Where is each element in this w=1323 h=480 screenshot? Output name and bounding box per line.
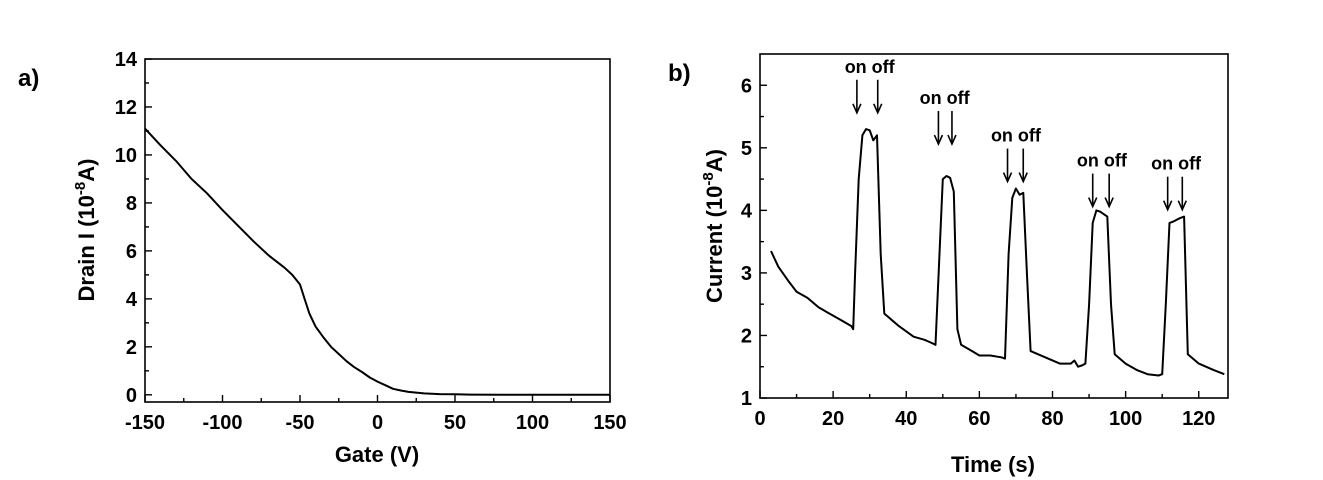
y-tick-label: 2	[126, 337, 137, 359]
panel-b-ylabel-exp: -8	[700, 172, 717, 185]
x-tick-label: 150	[593, 412, 626, 434]
panel-a-ylabel-exp: -8	[72, 182, 89, 195]
panel-b-label: b)	[668, 60, 691, 87]
x-tick-label: 20	[822, 408, 844, 430]
on-off-annotation: on off	[1077, 151, 1128, 171]
panel-a-ylabel-end: A)	[74, 159, 99, 182]
x-tick-label: 120	[1182, 408, 1215, 430]
panel-a-ylabel-main: Drain I (10	[74, 195, 99, 301]
x-tick-label: 100	[1109, 408, 1142, 430]
arrow-head-icon	[1002, 172, 1013, 184]
panel-b-ylabel-main: Current (10	[702, 186, 727, 303]
arrow-head-icon	[1177, 200, 1188, 212]
panel-a-x-axis-label: Gate (V)	[335, 442, 419, 467]
x-tick-label: -50	[286, 412, 315, 434]
panel-b-y-axis-label: Current (10-8A)	[700, 149, 727, 303]
panel-a-y-axis-label: Drain I (10-8A)	[72, 159, 99, 302]
arrow-head-icon	[933, 134, 944, 147]
y-tick-label: 5	[741, 138, 752, 160]
y-tick-label: 4	[741, 200, 753, 222]
panel-a-label: a)	[18, 65, 39, 92]
panel-a: a) -150 -100 -50 0 50 100 150 0 2 4 6 8 10 12 14 Gate …	[18, 49, 627, 467]
arrow-head-icon	[947, 134, 957, 147]
panel-b-x-axis-label: Time (s)	[951, 452, 1035, 477]
x-tick-label: 80	[1041, 408, 1063, 430]
arrow-head-icon	[1104, 197, 1114, 209]
x-tick-label: -150	[125, 412, 165, 434]
on-off-annotation: on off	[845, 57, 896, 77]
panel-b-annotations: on off on off on off on off on off	[845, 57, 1202, 212]
on-off-annotation: on off	[991, 126, 1042, 146]
x-tick-label: 60	[968, 408, 990, 430]
x-tick-label: 0	[754, 408, 765, 430]
x-tick-label: -100	[202, 412, 242, 434]
y-tick-label: 2	[741, 325, 752, 347]
y-tick-label: 4	[126, 289, 138, 311]
y-tick-label: 10	[115, 145, 137, 167]
panel-a-drain-current-curve	[144, 127, 610, 396]
panel-b-ylabel-end: A)	[702, 149, 727, 172]
x-tick-label: 40	[895, 408, 917, 430]
on-off-annotation: on off	[920, 88, 971, 108]
panel-a-plot-frame	[144, 58, 611, 403]
panel-b-current-curve	[770, 128, 1225, 377]
arrow-head-icon	[1018, 172, 1028, 184]
y-tick-label: 0	[126, 385, 137, 407]
on-off-annotation: on off	[1151, 154, 1202, 174]
y-tick-label: 3	[741, 263, 752, 285]
arrow-head-icon	[872, 103, 883, 115]
panel-a-ticks: -150 -100 -50 0 50 100 150 0 2 4 6 8 10 12 14	[115, 49, 627, 434]
y-tick-label: 6	[126, 241, 137, 263]
x-tick-label: 100	[516, 412, 549, 434]
panel-b-ticks: 0 20 40 60 80 100 120 1 2 3 4 5 6	[741, 75, 1216, 430]
x-tick-label: 50	[444, 412, 466, 434]
y-tick-label: 12	[115, 97, 137, 119]
panel-b-plot-frame	[759, 53, 1229, 399]
arrow-head-icon	[1087, 197, 1098, 209]
y-tick-label: 14	[115, 49, 138, 71]
x-tick-label: 0	[372, 412, 383, 434]
y-tick-label: 6	[741, 75, 752, 97]
y-tick-label: 1	[741, 388, 752, 410]
y-tick-label: 8	[126, 193, 137, 215]
arrow-head-icon	[852, 103, 862, 115]
arrow-head-icon	[1162, 200, 1173, 212]
